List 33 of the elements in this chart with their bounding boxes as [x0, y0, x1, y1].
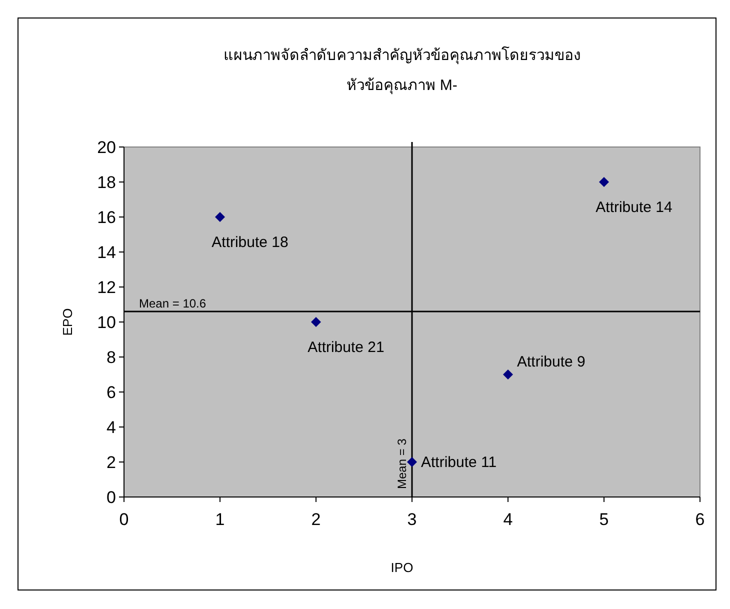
point	[311, 317, 321, 327]
point	[503, 370, 513, 380]
point	[407, 457, 417, 467]
y-axis-title: EPO	[60, 308, 75, 336]
y-tick-label: 20	[97, 138, 116, 157]
x-tick-label: 4	[503, 510, 513, 529]
y-tick-label: 14	[97, 243, 116, 262]
y-tick-label: 16	[97, 208, 116, 227]
ref-line-label: Mean = 10.6	[139, 296, 206, 310]
point	[599, 177, 609, 187]
annotation: Attribute 14	[596, 199, 672, 216]
x-tick-label: 3	[407, 510, 417, 529]
x-tick-label: 0	[119, 510, 129, 529]
chart-title: แผนภาพจัดลำดับความสำคัญหัวข้อคุณภาพโดยรวมของ หัวข้อคุณภาพ M-	[224, 46, 580, 95]
ref-line-label: Mean = 3	[395, 438, 409, 489]
y-tick-label: 6	[106, 383, 116, 402]
y-tick-label: 8	[106, 348, 116, 367]
point	[215, 212, 225, 222]
x-tick-label: 5	[599, 510, 609, 529]
y-tick-label: 10	[97, 313, 116, 332]
x-tick-label: 2	[311, 510, 321, 529]
y-tick-label: 18	[97, 173, 116, 192]
y-tick-label: 0	[106, 488, 116, 507]
annotation: Attribute 18	[212, 234, 288, 251]
y-tick-label: 2	[106, 453, 116, 472]
x-tick-label: 6	[695, 510, 705, 529]
y-tick-label: 12	[97, 278, 116, 297]
x-tick-label: 1	[215, 510, 225, 529]
x-axis-title: IPO	[390, 560, 414, 575]
annotation: Attribute 21	[308, 339, 384, 356]
annotation: Attribute 11	[421, 454, 497, 471]
y-tick-label: 4	[106, 418, 116, 437]
annotation: Attribute 9	[517, 354, 586, 370]
